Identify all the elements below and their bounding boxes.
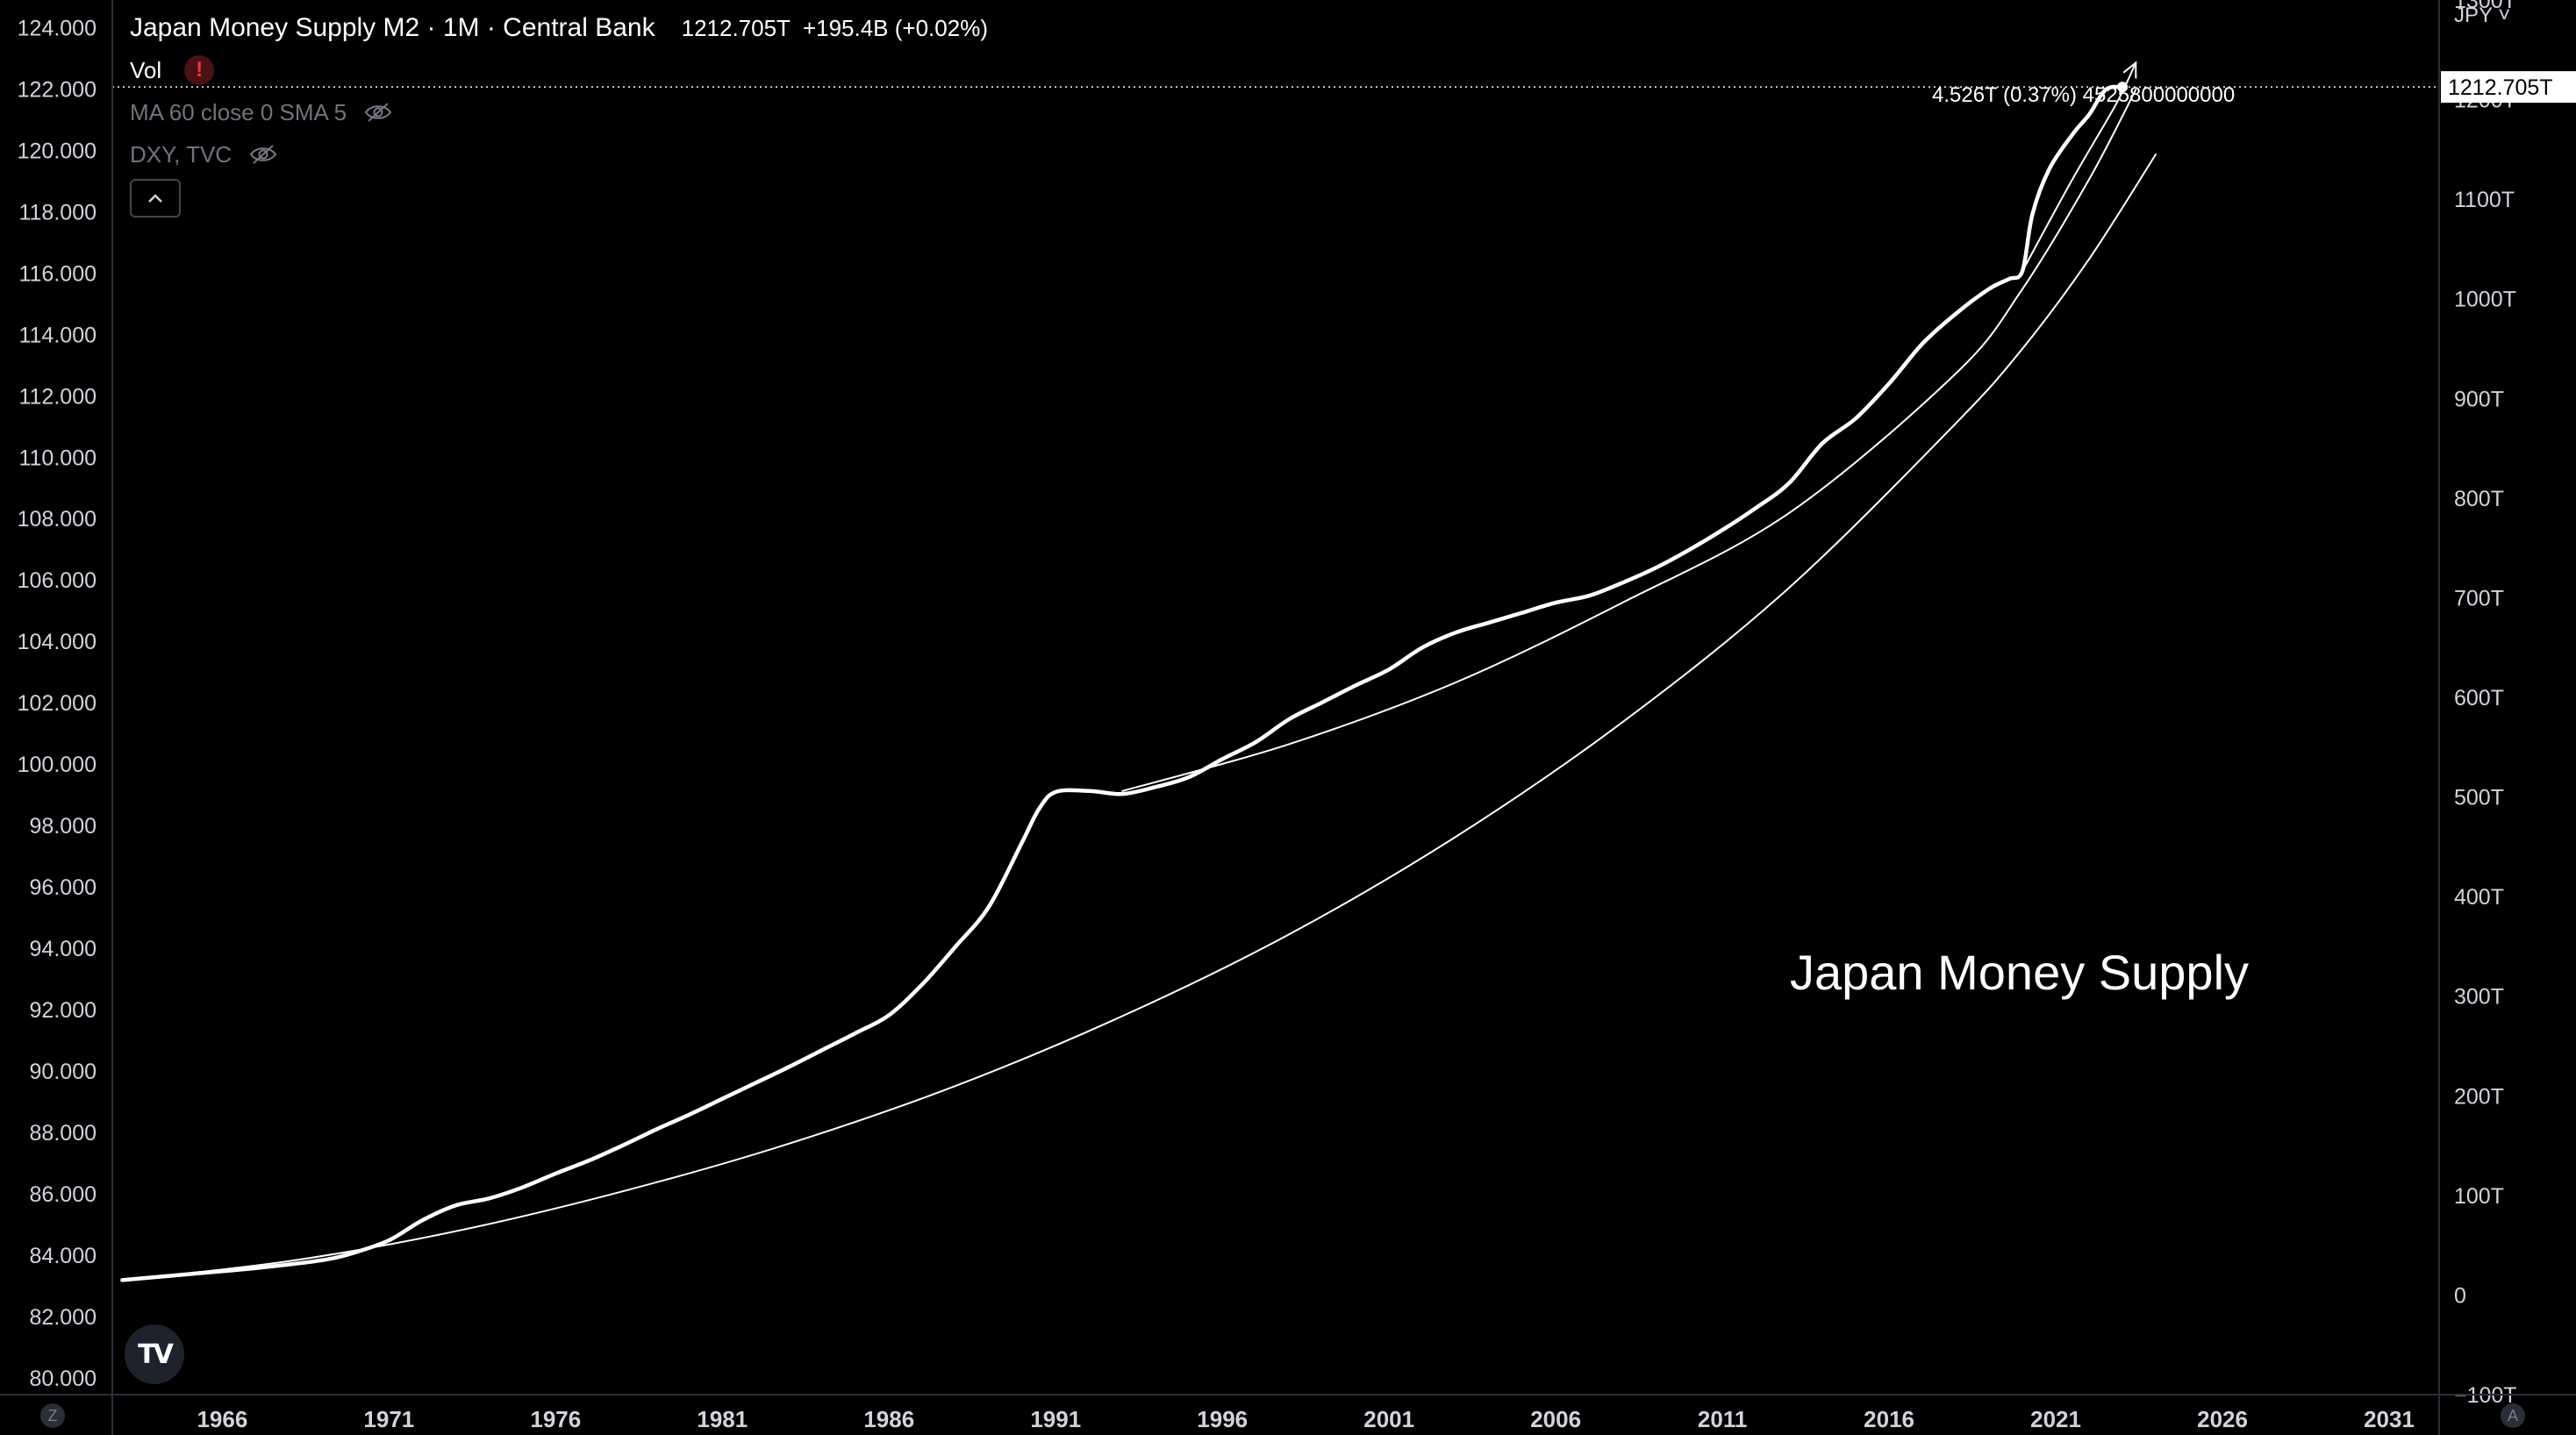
dxy-row[interactable]: DXY, TVC (130, 133, 988, 175)
left-axis[interactable]: 124.000 122.000 120.000 118.000 116.000 114.0… (18, 16, 97, 1390)
right-axis-tick: 1300T (2454, 0, 2516, 13)
plot-lines (120, 61, 2157, 1282)
left-axis-tick: 118.000 (18, 200, 97, 225)
last-point-marker[interactable] (2117, 82, 2129, 93)
right-axis-tick: 100T (2454, 1184, 2504, 1209)
warning-icon[interactable]: ! (184, 55, 215, 85)
trend-curve-long[interactable] (121, 153, 2157, 1282)
chart-legend: Japan Money Supply M2 · 1M · Central Ban… (130, 7, 988, 218)
right-axis-tick: 200T (2454, 1084, 2504, 1109)
chart-annotation-text[interactable]: Japan Money Supply (1790, 945, 2249, 1000)
right-axis-tick: 500T (2454, 786, 2504, 810)
time-axis-tick: 2026 (2197, 1406, 2248, 1432)
last-price: 1212.705T (681, 14, 791, 41)
symbol-title[interactable]: Japan Money Supply M2 · 1M · Central Ban… (130, 13, 655, 42)
time-axis-tick: 2011 (1698, 1406, 1747, 1432)
left-axis-tick: 98.000 (30, 814, 97, 839)
trend-curve-1993[interactable] (1121, 89, 2137, 792)
m2-series-line[interactable] (120, 84, 2125, 1282)
left-axis-tick: 96.000 (30, 875, 97, 900)
currency-selector[interactable]: JPY ˅ (2454, 4, 2510, 28)
left-axis-tick: 110.000 (18, 446, 97, 470)
time-axis-tick: 2006 (1530, 1406, 1581, 1432)
time-axis-tick: 1966 (197, 1406, 247, 1432)
ma-label[interactable]: MA 60 close 0 SMA 5 (130, 98, 347, 125)
time-axis-tick: 2001 (1363, 1406, 1414, 1432)
right-axis-tick: 800T (2454, 487, 2504, 511)
left-axis-tick: 94.000 (30, 937, 97, 961)
time-axis-tick: 1996 (1197, 1406, 1248, 1432)
left-axis-tick: 90.000 (30, 1060, 97, 1084)
left-axis-tick: 102.000 (18, 691, 97, 716)
left-axis-tick: 88.000 (30, 1121, 97, 1146)
arrow-head-icon (2122, 61, 2137, 79)
ma-row[interactable]: MA 60 close 0 SMA 5 (130, 91, 988, 133)
last-price-tag[interactable]: 1212.705T (2441, 71, 2576, 104)
right-axis-tick: 700T (2454, 586, 2504, 610)
time-axis-tick: 2021 (2030, 1406, 2081, 1432)
left-axis-tick: 124.000 (18, 16, 97, 40)
time-axis-tick: 1981 (697, 1406, 748, 1432)
time-axis-tick: 1976 (530, 1406, 581, 1432)
right-axis[interactable]: 1300T1200T1100T1000T900T800T700T600T500T… (2441, 0, 2576, 1408)
auto-scale-button[interactable]: A (2501, 1403, 2525, 1428)
zoom-reset-button[interactable]: Z (40, 1403, 65, 1428)
left-axis-tick: 92.000 (30, 998, 97, 1023)
right-axis-tick: 600T (2454, 686, 2504, 710)
time-axis-tick: 1986 (863, 1406, 914, 1432)
right-axis-tick: 1000T (2454, 288, 2516, 312)
left-axis-tick: 80.000 (30, 1367, 97, 1391)
price-tag-background (2441, 71, 2576, 104)
vol-row[interactable]: Vol ! (130, 49, 988, 91)
price-change: +195.4B (+0.02%) (802, 14, 988, 41)
right-axis-tick: 0 (2454, 1283, 2466, 1308)
right-axis-tick: 900T (2454, 387, 2504, 411)
left-axis-tick: 84.000 (30, 1244, 97, 1268)
time-axis-tick: 1991 (1030, 1406, 1081, 1432)
vol-label[interactable]: Vol (130, 56, 162, 83)
hidden-eye-icon[interactable] (249, 144, 277, 165)
annotations: 4.526T (0.37%) 4525800000000 Japan Money … (112, 61, 2439, 1000)
hidden-eye-icon[interactable] (364, 102, 392, 123)
time-axis[interactable]: 1966 1971 1976 1981 1986 1991 1996 2001 2006 2011… (197, 1406, 2414, 1432)
left-axis-tick: 108.000 (18, 507, 97, 532)
collapse-legend-button[interactable] (130, 179, 181, 218)
left-axis-tick: 114.000 (18, 323, 97, 347)
currency-label: JPY (2454, 4, 2493, 27)
left-axis-tick: 82.000 (30, 1305, 97, 1330)
time-axis-tick: 2016 (1864, 1406, 1914, 1432)
left-axis-tick: 106.000 (18, 568, 97, 593)
symbol-row[interactable]: Japan Money Supply M2 · 1M · Central Ban… (130, 7, 988, 49)
left-axis-tick: 116.000 (18, 261, 97, 286)
right-axis-tick: 300T (2454, 985, 2504, 1010)
left-axis-tick: 104.000 (18, 630, 97, 654)
left-axis-tick: 120.000 (18, 139, 97, 163)
price-tag-label: 1212.705T (2448, 75, 2553, 100)
right-axis-tick: 400T (2454, 885, 2504, 910)
left-axis-tick: 122.000 (18, 77, 97, 102)
time-axis-tick: 2031 (2364, 1406, 2415, 1432)
time-axis-tick: 1971 (363, 1406, 414, 1432)
measure-label: 4.526T (0.37%) 4525800000000 (1932, 83, 2235, 107)
chevron-up-icon (148, 194, 162, 203)
dxy-label[interactable]: DXY, TVC (130, 140, 233, 168)
left-axis-tick: 86.000 (30, 1182, 97, 1207)
chevron-down-icon: ˅ (2492, 4, 2511, 27)
tradingview-logo[interactable]: TV (125, 1324, 184, 1384)
left-axis-tick: 112.000 (18, 384, 97, 409)
left-axis-tick: 100.000 (18, 753, 97, 777)
right-axis-tick: 1100T (2454, 188, 2515, 212)
